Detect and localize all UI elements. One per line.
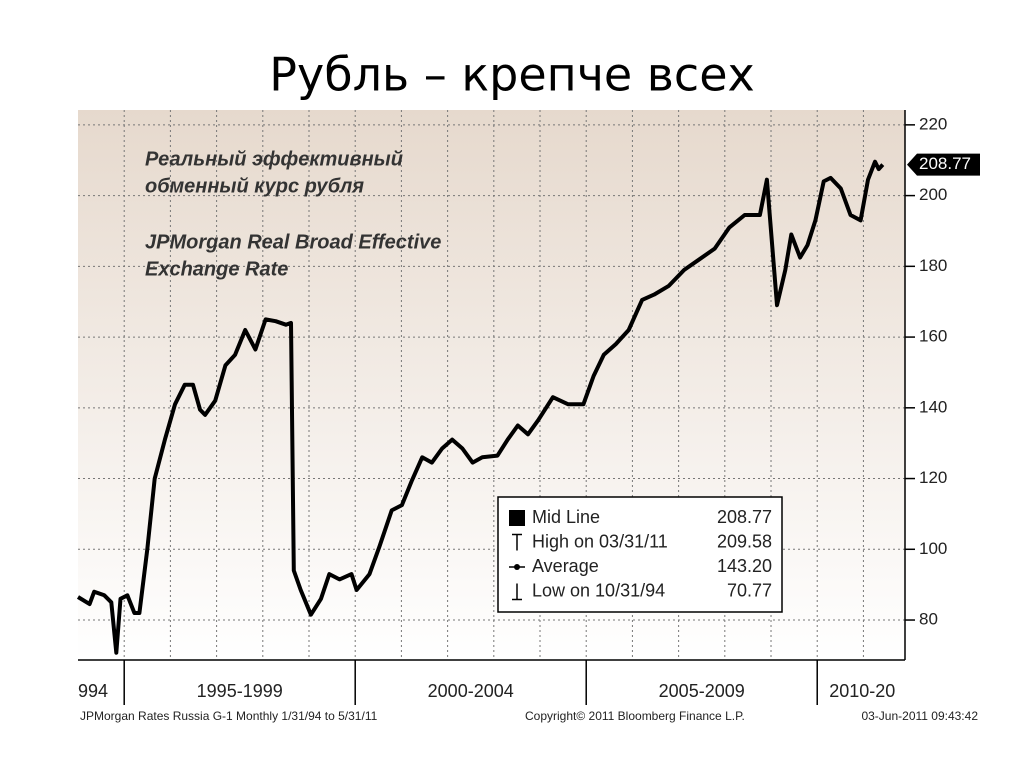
y-tick-label: 180	[919, 256, 947, 275]
y-tick-label: 160	[919, 327, 947, 346]
slide-title: Рубль – крепче всех	[269, 48, 754, 102]
legend-icon	[509, 510, 525, 526]
x-period-label: 994	[78, 681, 108, 701]
legend-value: 208.77	[717, 507, 772, 527]
footer-text: Copyright© 2011 Bloomberg Finance L.P.	[525, 709, 745, 723]
y-tick-label: 140	[919, 397, 947, 416]
footer-text: 03-Jun-2011 09:43:42	[861, 709, 978, 723]
chart-title: JPMorgan Real Broad Effective	[145, 231, 441, 253]
x-period-label: 2000-2004	[428, 681, 514, 701]
y-tick-label: 120	[919, 468, 947, 487]
legend-icon	[514, 564, 520, 570]
last-value-callout	[907, 153, 980, 176]
chart-title: Exchange Rate	[145, 258, 288, 280]
x-period-label: 2010-20	[829, 681, 895, 701]
legend-label: Low on 10/31/94	[532, 580, 665, 600]
legend-label: Average	[532, 556, 599, 576]
data-line	[76, 159, 885, 655]
legend-label: High on 03/31/11	[532, 531, 668, 551]
legend-value: 143.20	[717, 556, 772, 576]
y-tick-label: 200	[919, 185, 947, 204]
y-tick-label: 100	[919, 539, 947, 558]
chart-title: Реальный эффективный	[145, 148, 403, 170]
footer-text: JPMorgan Rates Russia G-1 Monthly 1/31/9…	[80, 709, 378, 723]
y-tick-label: 220	[919, 114, 947, 133]
legend-value: 70.77	[727, 580, 772, 600]
last-value-label: 208.77	[919, 154, 971, 173]
chart-title: обменный курс рубля	[145, 175, 364, 197]
legend-box	[497, 496, 783, 613]
y-tick-label: 80	[919, 610, 938, 629]
legend-value: 209.58	[717, 531, 772, 551]
x-period-label: 2005-2009	[659, 681, 745, 701]
legend-label: Mid Line	[532, 507, 600, 527]
x-period-label: 1995-1999	[197, 681, 283, 701]
